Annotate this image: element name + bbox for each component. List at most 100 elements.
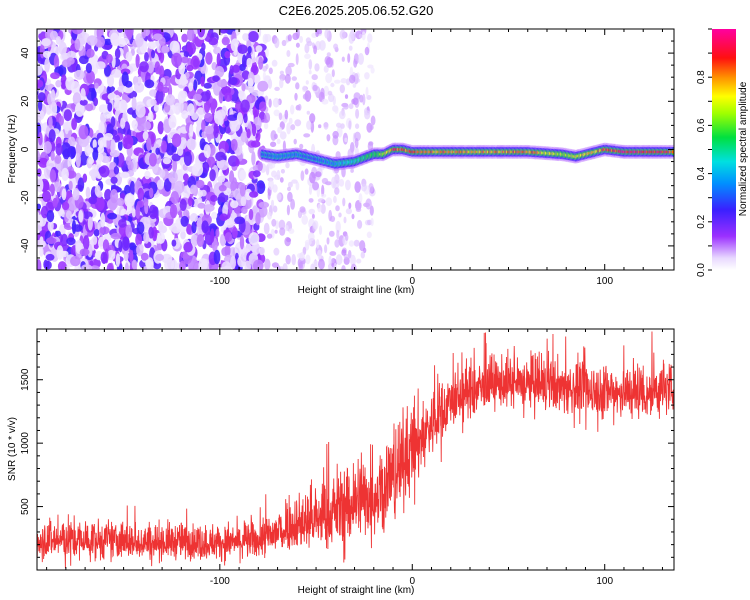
noise-speckle: [53, 181, 62, 193]
noise-speckle: [183, 51, 190, 58]
noise-speckle: [183, 151, 192, 167]
noise-speckle: [311, 213, 315, 219]
noise-speckle: [247, 77, 254, 89]
noise-speckle: [304, 43, 310, 54]
noise-speckle: [364, 110, 371, 120]
noise-speckle: [342, 197, 346, 207]
noise-speckle: [360, 251, 365, 259]
noise-speckle: [265, 63, 269, 70]
noise-speckle: [180, 90, 188, 99]
noise-speckle: [221, 36, 230, 46]
noise-speckle: [89, 169, 98, 178]
noise-speckle: [87, 216, 93, 231]
noise-speckle: [169, 204, 178, 219]
noise-speckle: [171, 133, 182, 148]
noise-speckle: [295, 82, 300, 90]
noise-speckle: [265, 164, 270, 176]
noise-speckle: [122, 111, 128, 123]
noise-speckle: [327, 90, 333, 96]
noise-speckle: [333, 195, 337, 204]
noise-speckle: [186, 42, 196, 55]
noise-speckle: [129, 242, 137, 251]
noise-speckle: [61, 142, 71, 158]
noise-speckle: [318, 258, 325, 270]
noise-speckle: [97, 145, 105, 154]
noise-speckle: [210, 101, 216, 115]
noise-speckle: [271, 59, 278, 67]
noise-speckle: [122, 134, 134, 150]
colorbar-label: Normalized spectral amplitude: [738, 81, 749, 216]
noise-speckle: [55, 36, 62, 45]
noise-speckle: [365, 198, 372, 210]
noise-speckle: [50, 72, 60, 80]
noise-speckle: [293, 138, 297, 145]
noise-speckle: [100, 251, 108, 264]
noise-speckle: [135, 104, 146, 118]
noise-speckle: [267, 191, 271, 200]
noise-speckle: [324, 244, 328, 254]
noise-speckle: [70, 81, 81, 94]
noise-speckle: [365, 86, 369, 98]
noise-speckle: [224, 244, 231, 258]
noise-speckle: [62, 121, 73, 131]
noise-speckle: [189, 124, 194, 137]
noise-speckle: [355, 56, 359, 61]
noise-speckle: [232, 227, 238, 239]
noise-speckle: [290, 104, 295, 115]
noise-speckle: [314, 63, 320, 72]
noise-speckle: [274, 229, 278, 234]
snr-frame: [36, 328, 675, 571]
noise-speckle: [42, 190, 51, 202]
noise-speckle: [309, 171, 316, 184]
noise-speckle: [316, 239, 320, 249]
noise-speckle: [37, 79, 44, 88]
noise-speckle: [106, 249, 116, 261]
noise-speckle: [110, 176, 118, 184]
noise-speckle: [154, 61, 161, 75]
noise-speckle: [312, 84, 318, 92]
noise-speckle: [191, 221, 197, 234]
noise-speckle: [136, 200, 144, 208]
noise-speckle: [321, 98, 329, 105]
noise-speckle: [50, 150, 55, 161]
noise-speckle: [310, 263, 315, 270]
noise-speckle: [240, 196, 247, 207]
noise-speckle: [139, 244, 144, 251]
snr-ytick-label: 500: [20, 498, 31, 515]
noise-speckle: [119, 171, 130, 179]
noise-speckle: [265, 95, 268, 101]
noise-speckle: [72, 224, 83, 232]
noise-speckle: [274, 37, 280, 49]
noise-speckle: [338, 179, 345, 187]
noise-speckle: [186, 223, 192, 235]
noise-speckle: [263, 222, 270, 235]
noise-speckle: [273, 109, 280, 117]
noise-speckle: [204, 112, 213, 123]
noise-speckle: [291, 76, 297, 81]
noise-speckle: [107, 102, 113, 112]
noise-speckle: [165, 94, 176, 106]
noise-speckle: [300, 170, 305, 181]
noise-speckle: [200, 91, 211, 102]
noise-speckle: [276, 138, 281, 145]
noise-speckle: [278, 219, 286, 230]
noise-speckle: [306, 110, 310, 115]
noise-speckle: [179, 260, 186, 270]
noise-speckle: [340, 78, 347, 84]
noise-speckle: [43, 141, 52, 154]
noise-speckle: [302, 85, 307, 93]
noise-speckle: [282, 263, 288, 270]
noise-speckle: [71, 29, 83, 35]
noise-speckle: [125, 51, 133, 62]
noise-speckle: [258, 56, 264, 70]
noise-speckle: [116, 197, 125, 207]
noise-speckle: [149, 187, 154, 198]
noise-speckle: [197, 202, 206, 209]
noise-speckle: [331, 258, 335, 264]
noise-speckle: [348, 120, 352, 130]
snr-ytick-label: 1500: [20, 368, 31, 391]
noise-speckle: [144, 170, 151, 180]
noise-speckle: [219, 213, 228, 221]
noise-speckle: [45, 102, 52, 115]
noise-speckle: [168, 171, 178, 184]
